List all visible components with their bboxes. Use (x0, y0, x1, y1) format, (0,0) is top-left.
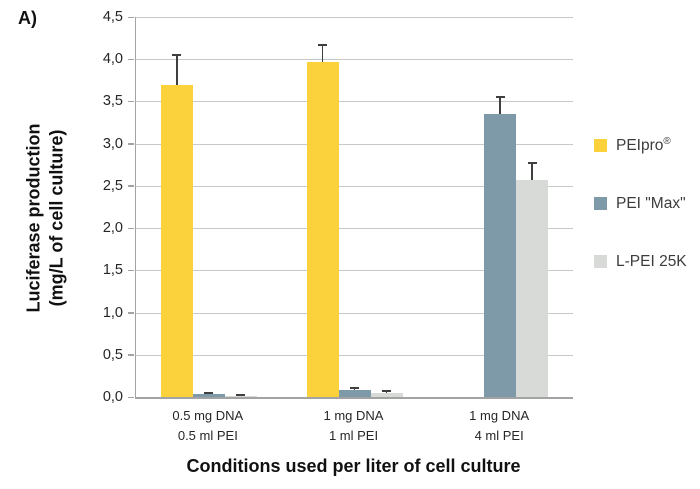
y-axis-tick (128, 143, 134, 145)
bar-series2-cat2 (516, 179, 549, 397)
error-bar (531, 163, 533, 180)
plot-area (135, 17, 573, 399)
error-bar (499, 97, 501, 115)
error-bar-cap (382, 390, 391, 393)
gridline (136, 312, 573, 314)
legend-item-peipro: PEIpro® (594, 136, 687, 155)
x-axis-category-label-line: 0.5 ml PEI (177, 427, 238, 443)
registered-trademark-symbol: ® (663, 136, 671, 147)
y-axis-tick (128, 396, 134, 398)
error-bar-cap (495, 96, 505, 99)
error-bar (353, 387, 356, 391)
error-bar-cap (236, 394, 246, 397)
legend-swatch-peipro (594, 139, 607, 153)
error-bar-cap (318, 43, 327, 46)
bar-series0-cat0 (160, 84, 193, 397)
y-axis-tick (128, 16, 134, 18)
x-axis-title: Conditions used per liter of cell cultur… (186, 456, 521, 476)
y-axis-tick-label: 2,0 (102, 220, 123, 237)
bar-series1-cat2 (484, 114, 517, 397)
error-bar-cap (204, 391, 214, 394)
legend-text: PEIpro (616, 137, 664, 155)
x-axis-category-label-line: 0.5 mg DNA (172, 408, 244, 423)
x-axis-category-label-line: 1 mg DNA (469, 408, 530, 423)
error-bar-cap (350, 386, 359, 389)
bar-series1-cat0 (192, 394, 225, 397)
legend-label-lpei-25k: L-PEI 25K (616, 252, 687, 271)
error-bar (321, 44, 324, 62)
legend-text: PEI "Max" (616, 195, 686, 213)
gridline (136, 59, 573, 61)
x-axis-category-label: 0.5 mg DNA 0.5 ml PEI (133, 406, 283, 445)
x-axis-category-label: 1 mg DNA 1 ml PEI (279, 406, 429, 445)
x-axis-category-label-line: 4 ml PEI (474, 427, 524, 443)
bar-series1-cat1 (338, 390, 371, 397)
y-axis-tick-label: 3,0 (102, 135, 123, 152)
y-axis-tick-label: 3,5 (102, 93, 123, 110)
gridline (136, 228, 573, 230)
legend-swatch-lpei-25k (594, 255, 607, 269)
gridline (136, 101, 573, 103)
y-axis-tick-label: 2,5 (102, 177, 123, 194)
y-axis-tick (128, 185, 134, 187)
y-axis-tick (128, 354, 134, 356)
y-axis-tick-label: 1,5 (102, 262, 123, 279)
gridline (136, 354, 573, 356)
y-axis-tick (128, 58, 134, 61)
y-axis-title-line2: (mg/L of cell culture) (47, 129, 67, 307)
legend: PEIpro® PEI "Max" L-PEI 25K (594, 136, 687, 271)
y-axis-tick (128, 100, 134, 103)
legend-item-lpei-25k: L-PEI 25K (594, 252, 687, 271)
panel-label: A) (18, 8, 37, 28)
y-axis-title-line1: Luciferase production (23, 123, 44, 313)
y-axis-tick (128, 269, 134, 272)
gridline (136, 17, 573, 18)
error-bar (176, 55, 178, 85)
error-bar-cap (527, 162, 537, 165)
x-axis-category-label: 1 mg DNA 4 ml PEI (424, 406, 574, 445)
y-axis-tick-label: 0,0 (102, 389, 123, 405)
gridline (136, 185, 573, 187)
legend-label-pei-max: PEI "Max" (616, 194, 686, 213)
x-axis-category-label-line: 1 ml PEI (328, 427, 379, 443)
y-axis-title: Luciferase production (mg/L of cell cult… (23, 123, 70, 312)
bar-series2-cat1 (370, 392, 403, 397)
error-bar-cap (172, 54, 182, 56)
y-axis-tick-label: 0,5 (102, 346, 123, 363)
legend-label-peipro: PEIpro® (616, 136, 671, 155)
bar-series0-cat1 (306, 61, 339, 397)
legend-item-pei-max: PEI "Max" (594, 194, 687, 213)
y-axis-tick (128, 312, 134, 314)
y-axis-tick-label: 4,5 (102, 9, 123, 25)
y-axis-tick (128, 227, 134, 230)
x-axis-category-label-line: 1 mg DNA (323, 408, 384, 423)
y-axis-tick-label: 4,0 (102, 51, 123, 68)
bar-series2-cat0 (224, 396, 257, 397)
legend-text: L-PEI 25K (616, 253, 687, 271)
y-axis-tick-label: 1,0 (102, 304, 123, 321)
gridline (136, 270, 573, 272)
legend-swatch-pei-max (594, 197, 607, 211)
gridline (136, 143, 573, 145)
